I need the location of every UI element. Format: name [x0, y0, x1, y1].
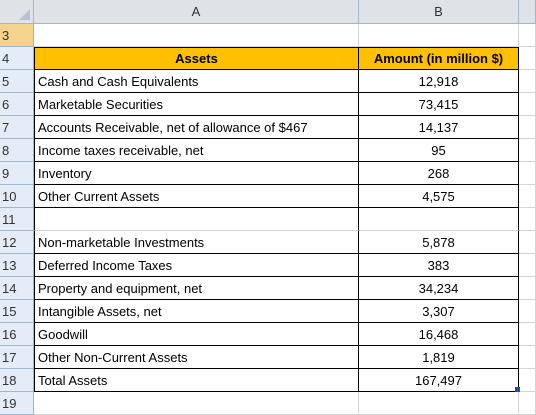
- cell-c12[interactable]: [519, 231, 536, 254]
- row-header-11[interactable]: 11: [0, 208, 34, 231]
- cell-a5[interactable]: Cash and Cash Equivalents: [34, 70, 359, 93]
- cell-b8[interactable]: 95: [359, 139, 519, 162]
- cell-c16[interactable]: [519, 323, 536, 346]
- select-all-corner[interactable]: [0, 0, 34, 24]
- cell-a8[interactable]: Income taxes receivable, net: [34, 139, 359, 162]
- cell-c6[interactable]: [519, 93, 536, 116]
- row-header-12[interactable]: 12: [0, 231, 34, 254]
- cell-c10[interactable]: [519, 185, 536, 208]
- cell-c19[interactable]: [519, 392, 536, 415]
- select-all-triangle-icon: [19, 9, 30, 20]
- cell-c17[interactable]: [519, 346, 536, 369]
- cell-b3[interactable]: [359, 24, 519, 47]
- fill-handle[interactable]: [515, 387, 520, 392]
- cell-b14[interactable]: 34,234: [359, 277, 519, 300]
- row-header-4[interactable]: 4: [0, 47, 34, 70]
- cell-c8[interactable]: [519, 139, 536, 162]
- column-header-b[interactable]: B: [359, 0, 519, 24]
- cell-b4[interactable]: Amount (in million $): [359, 47, 519, 70]
- row-header-5[interactable]: 5: [0, 70, 34, 93]
- row-header-13[interactable]: 13: [0, 254, 34, 277]
- cell-b13[interactable]: 383: [359, 254, 519, 277]
- column-header-a[interactable]: A: [34, 0, 359, 24]
- cell-a9[interactable]: Inventory: [34, 162, 359, 185]
- cell-b7[interactable]: 14,137: [359, 116, 519, 139]
- cell-a3[interactable]: [34, 24, 359, 47]
- cell-b19[interactable]: [359, 392, 519, 415]
- row-header-18[interactable]: 18: [0, 369, 34, 392]
- row-header-10[interactable]: 10: [0, 185, 34, 208]
- cell-a18[interactable]: Total Assets: [34, 369, 359, 392]
- cell-c13[interactable]: [519, 254, 536, 277]
- cell-b18[interactable]: 167,497: [359, 369, 519, 392]
- row-header-16[interactable]: 16: [0, 323, 34, 346]
- cell-c18[interactable]: [519, 369, 536, 392]
- cell-a14[interactable]: Property and equipment, net: [34, 277, 359, 300]
- cell-b9[interactable]: 268: [359, 162, 519, 185]
- cell-a13[interactable]: Deferred Income Taxes: [34, 254, 359, 277]
- cell-a4[interactable]: Assets: [34, 47, 359, 70]
- cell-c7[interactable]: [519, 116, 536, 139]
- cell-a19[interactable]: [34, 392, 359, 415]
- cell-a10[interactable]: Other Current Assets: [34, 185, 359, 208]
- cell-c14[interactable]: [519, 277, 536, 300]
- column-header-c[interactable]: [519, 0, 536, 24]
- row-header-7[interactable]: 7: [0, 116, 34, 139]
- cell-a11[interactable]: [34, 208, 359, 231]
- cell-b5[interactable]: 12,918: [359, 70, 519, 93]
- row-header-8[interactable]: 8: [0, 139, 34, 162]
- row-header-3[interactable]: 3: [0, 24, 34, 47]
- row-header-17[interactable]: 17: [0, 346, 34, 369]
- cell-a6[interactable]: Marketable Securities: [34, 93, 359, 116]
- cell-a17[interactable]: Other Non-Current Assets: [34, 346, 359, 369]
- cell-b6[interactable]: 73,415: [359, 93, 519, 116]
- cell-b16[interactable]: 16,468: [359, 323, 519, 346]
- row-header-6[interactable]: 6: [0, 93, 34, 116]
- cell-c11[interactable]: [519, 208, 536, 231]
- cell-c15[interactable]: [519, 300, 536, 323]
- row-header-15[interactable]: 15: [0, 300, 34, 323]
- row-header-19[interactable]: 19: [0, 392, 34, 415]
- cell-b12[interactable]: 5,878: [359, 231, 519, 254]
- cell-a7[interactable]: Accounts Receivable, net of allowance of…: [34, 116, 359, 139]
- row-header-14[interactable]: 14: [0, 277, 34, 300]
- cell-b11[interactable]: [359, 208, 519, 231]
- cell-c4[interactable]: [519, 47, 536, 70]
- cell-a15[interactable]: Intangible Assets, net: [34, 300, 359, 323]
- cell-c9[interactable]: [519, 162, 536, 185]
- cell-b10[interactable]: 4,575: [359, 185, 519, 208]
- cell-a12[interactable]: Non-marketable Investments: [34, 231, 359, 254]
- cell-c5[interactable]: [519, 70, 536, 93]
- row-header-9[interactable]: 9: [0, 162, 34, 185]
- cell-a16[interactable]: Goodwill: [34, 323, 359, 346]
- cell-b15[interactable]: 3,307: [359, 300, 519, 323]
- cell-c3[interactable]: [519, 24, 536, 47]
- cell-b17[interactable]: 1,819: [359, 346, 519, 369]
